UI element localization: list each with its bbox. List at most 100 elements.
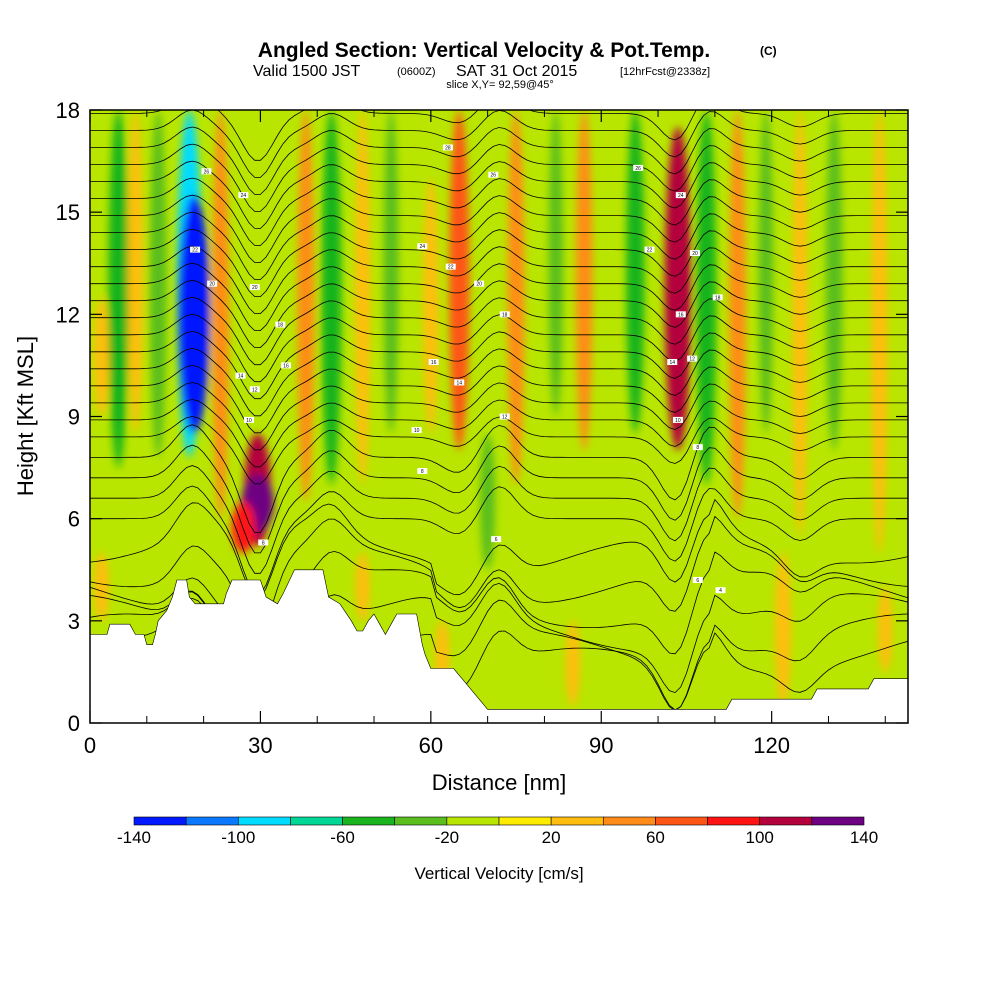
isentrope-line <box>90 330 908 400</box>
contour-label-box <box>488 171 499 178</box>
velocity-cell <box>878 586 893 672</box>
colorbar-segment <box>811 816 865 826</box>
plot-area: 26 24 22 20 20 18 16 14 12 10 8 28 26 24 22 20 18 16 14 12 1… <box>90 110 908 723</box>
contour-label-box <box>675 311 686 318</box>
y-tick-label: 3 <box>68 609 80 634</box>
velocity-cell <box>626 110 645 434</box>
colorbar-label: 20 <box>542 828 561 847</box>
valid-time-prefix: Valid 1500 JST <box>253 63 361 80</box>
contour-label: 24 <box>417 243 428 250</box>
contour-label-text: 20 <box>209 282 215 288</box>
contour-label-box <box>249 386 260 393</box>
contour-label: 6 <box>692 576 703 584</box>
colorbar-segment <box>602 816 656 826</box>
colorbar-segment <box>237 816 291 826</box>
contour-label-text: 10 <box>246 418 252 424</box>
colorbar-segment <box>133 816 187 826</box>
colorbar-label: -20 <box>435 828 460 847</box>
contour-label-text: 12 <box>689 357 695 363</box>
contour-label: 12 <box>499 413 510 421</box>
contour-label: 28 <box>442 144 453 151</box>
contour-label: 24 <box>675 192 686 199</box>
contour-label: 16 <box>428 359 439 366</box>
isentrope-line <box>90 262 908 332</box>
isentropes <box>90 110 908 722</box>
x-tick-label: 0 <box>84 733 96 758</box>
contour-label: 8 <box>417 467 428 475</box>
velocity-cell <box>127 110 143 434</box>
contour-label-box <box>442 144 453 151</box>
isentrope-line <box>90 296 908 366</box>
contour-label-box <box>235 372 246 379</box>
contour-label: 8 <box>258 539 269 547</box>
contour-label-text: 16 <box>283 363 289 369</box>
y-tick-label: 9 <box>68 405 80 430</box>
colorbar-segment <box>342 816 396 826</box>
x-tick-label: 120 <box>753 733 790 758</box>
colorbar: -140 -100 -60 -20 20 60 100 140 <box>117 816 878 847</box>
isentrope-line <box>90 347 908 417</box>
contour-label-box <box>499 311 510 318</box>
contour-label-box <box>672 416 683 423</box>
y-tick-label: 15 <box>56 200 80 225</box>
axes: 0 30 60 90 120 0 3 6 9 12 15 18 <box>56 98 908 758</box>
velocity-cell <box>212 110 229 519</box>
contour-label-box <box>692 444 703 451</box>
x-tick-label: 60 <box>419 733 443 758</box>
contour-label-box <box>687 355 698 362</box>
isentrope-line <box>90 279 908 349</box>
contour-label-text: 8 <box>421 469 424 475</box>
contour-label-box <box>499 413 510 420</box>
velocity-cell <box>231 501 256 553</box>
velocity-cell <box>93 297 109 417</box>
isentrope-line <box>90 498 908 599</box>
colorbar-label: -60 <box>330 828 355 847</box>
contour-label-box <box>712 294 723 301</box>
y-tick-label: 18 <box>56 98 80 123</box>
isentrope-line <box>90 364 908 434</box>
contour-label-box <box>207 280 218 287</box>
contour-label-box <box>417 243 428 250</box>
contour-label-box <box>190 246 201 253</box>
colorbar-label: 100 <box>746 828 774 847</box>
isentrope-line <box>90 211 908 280</box>
contour-label-text: 10 <box>675 418 681 424</box>
contour-label: 22 <box>190 246 201 254</box>
valid-time-zulu: (0600Z) <box>397 66 436 78</box>
contour-label-text: 4 <box>719 588 722 594</box>
y-tick-label: 6 <box>68 507 80 532</box>
contour-label-box <box>275 321 286 328</box>
contour-label-text: 24 <box>241 193 247 199</box>
isentrope-line <box>90 485 908 595</box>
contour-label: 14 <box>454 379 465 386</box>
contour-labels: 26 24 22 20 20 18 16 14 12 10 8 28 26 24 22 20 18 16 14 12 1… <box>190 144 726 594</box>
contour-label-box <box>428 359 439 366</box>
velocity-cell <box>565 620 580 706</box>
contour-label-text: 20 <box>252 285 258 291</box>
contour-label: 10 <box>411 427 422 434</box>
contour-label: 20 <box>249 284 260 291</box>
velocity-field <box>93 110 893 706</box>
contour-label: 18 <box>275 321 286 329</box>
contour-label-box <box>491 536 502 543</box>
isentrope-line <box>90 228 908 298</box>
isentrope-line <box>90 382 908 451</box>
contour-label: 12 <box>687 355 698 363</box>
contour-label-text: 22 <box>647 248 653 254</box>
contour-label: 18 <box>499 311 510 318</box>
contour-label-text: 22 <box>448 265 454 271</box>
contour-label-box <box>454 379 465 386</box>
contour-label: 20 <box>689 250 700 257</box>
contour-label-text: 14 <box>669 360 675 366</box>
contour-label-text: 24 <box>420 244 426 250</box>
slice-label: slice X,Y= 92,59@45° <box>446 79 554 91</box>
y-tick-label: 0 <box>68 711 80 736</box>
valid-time-date: SAT 31 Oct 2015 <box>456 63 577 80</box>
isentrope-line <box>90 313 908 383</box>
contour-label: 24 <box>238 192 249 199</box>
contour-label-text: 28 <box>445 145 451 151</box>
contour-label-text: 8 <box>696 445 699 451</box>
colorbar-segment <box>185 816 239 826</box>
isentrope-line <box>90 424 908 533</box>
isentrope-line <box>90 126 908 195</box>
